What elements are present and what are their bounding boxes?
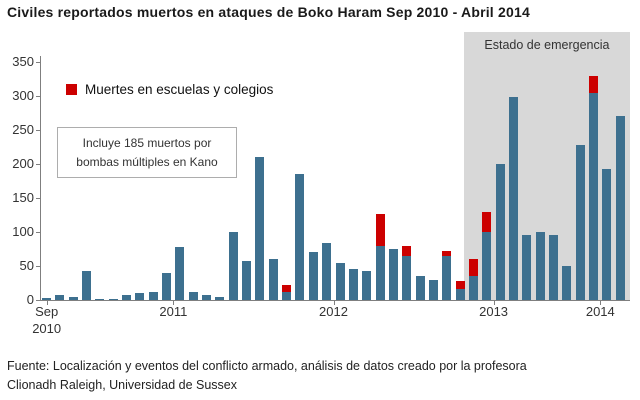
y-tick-label-50: 50 [19, 258, 34, 273]
bar-2011-04 [135, 293, 145, 300]
y-tick-label-350: 350 [12, 54, 34, 69]
emergency-region: Estado de emergencia [463, 32, 630, 300]
bar-2012-04 [295, 174, 305, 300]
bar-2013-09 [522, 235, 532, 300]
x-tickmark-2011 [173, 301, 175, 305]
bar-2013-05 [468, 259, 478, 300]
bar-2011-08 [188, 292, 198, 300]
bar-2013-12 [562, 266, 572, 300]
x-axis [40, 300, 630, 301]
plot-area [40, 62, 627, 300]
bar-2010-11 [68, 297, 78, 300]
bar-2012-06 [322, 243, 332, 300]
chart-canvas: Estado de emergencia Muertes en escuelas… [12, 32, 630, 336]
legend: Muertes en escuelas y colegios [66, 82, 273, 97]
y-tickmark-50 [36, 266, 40, 267]
bar-2014-03 [602, 169, 612, 300]
bar-school-2013-06 [482, 212, 492, 232]
bar-2013-08 [508, 97, 518, 300]
kano-annotation-line2: bombas múltiples en Kano [76, 154, 218, 169]
x-tickmark-2014 [600, 301, 602, 305]
page-title: Civiles reportados muertos en ataques de… [7, 4, 530, 20]
bar-2011-01 [95, 299, 105, 300]
bar-2012-08 [348, 269, 358, 300]
bar-2011-02 [108, 299, 118, 300]
bar-2012-09 [362, 271, 372, 300]
x-tick-label-2014: 2014 [585, 304, 615, 319]
bar-school-2012-03 [282, 285, 292, 292]
x-tick-label-2012: 2012 [319, 304, 348, 319]
kano-annotation-line1: Incluye 185 muertos por [82, 136, 212, 150]
bar-school-2012-12 [402, 246, 412, 256]
y-tick-label-300: 300 [12, 88, 34, 103]
bar-school-2013-04 [455, 281, 465, 289]
bar-2013-02 [428, 280, 438, 300]
bar-2013-10 [535, 232, 545, 300]
bar-2013-04 [455, 281, 465, 300]
bar-2012-10 [375, 214, 385, 300]
y-tick-label-200: 200 [12, 156, 34, 171]
bar-2010-10 [55, 295, 65, 300]
y-tickmark-300 [36, 96, 40, 97]
bar-2013-11 [548, 235, 558, 300]
y-axis [40, 56, 41, 301]
bar-2014-02 [588, 76, 598, 300]
source-line2: Clionadh Raleigh, Universidad de Sussex [7, 377, 237, 392]
bar-2011-07 [175, 247, 185, 300]
bar-2014-04 [615, 116, 625, 300]
bar-2011-11 [228, 232, 238, 300]
y-tickmark-100 [36, 232, 40, 233]
bar-school-2013-03 [442, 251, 452, 256]
bar-2012-01 [255, 157, 265, 300]
bar-2011-03 [122, 295, 132, 300]
bar-2013-06 [482, 212, 492, 300]
bar-2011-09 [202, 295, 212, 300]
bar-2011-10 [215, 297, 225, 300]
y-tick-label-100: 100 [12, 224, 34, 239]
bar-2010-09 [42, 298, 51, 300]
bar-2012-02 [268, 259, 278, 300]
bar-2012-12 [402, 246, 412, 300]
bar-2013-01 [415, 276, 425, 300]
y-tickmark-150 [36, 198, 40, 199]
y-tickmark-0 [36, 300, 40, 301]
y-tick-label-0: 0 [26, 292, 34, 307]
bar-school-2012-10 [375, 214, 385, 246]
y-tickmark-200 [36, 164, 40, 165]
source-line1: Fuente: Localización y eventos del confl… [7, 359, 527, 373]
x-tickmark-2013 [493, 301, 495, 305]
bar-2013-03 [442, 251, 452, 300]
x-tick-label-2011: 2011 [159, 304, 188, 319]
bar-2010-12 [82, 271, 92, 300]
x-tick-label-2013: 2013 [479, 304, 509, 319]
bar-2011-06 [162, 273, 172, 300]
bar-2013-07 [495, 164, 505, 300]
bar-2012-11 [388, 249, 398, 300]
y-tick-label-250: 250 [12, 122, 34, 137]
legend-school-swatch [66, 84, 77, 95]
x-tick-label-Sep-2010: Sep 2010 [32, 304, 62, 336]
source-text: Fuente: Localización y eventos del confl… [7, 357, 633, 395]
y-tickmark-250 [36, 130, 40, 131]
bar-2014-01 [575, 145, 585, 300]
bar-2011-05 [148, 292, 158, 300]
bar-school-2014-02 [588, 76, 598, 93]
legend-school-label: Muertes en escuelas y colegios [85, 82, 274, 97]
bar-2012-07 [335, 263, 345, 300]
x-tickmark-Sep-2010 [46, 301, 48, 305]
y-tick-label-150: 150 [12, 190, 34, 205]
bar-2012-03 [282, 285, 292, 300]
bar-2011-12 [242, 261, 252, 300]
kano-annotation: Incluye 185 muertos por bombas múltiples… [57, 127, 237, 179]
x-tickmark-2012 [333, 301, 335, 305]
bar-school-2013-05 [468, 259, 478, 276]
y-tickmark-350 [36, 62, 40, 63]
bar-2012-05 [308, 252, 318, 300]
emergency-label: Estado de emergencia [484, 38, 610, 52]
